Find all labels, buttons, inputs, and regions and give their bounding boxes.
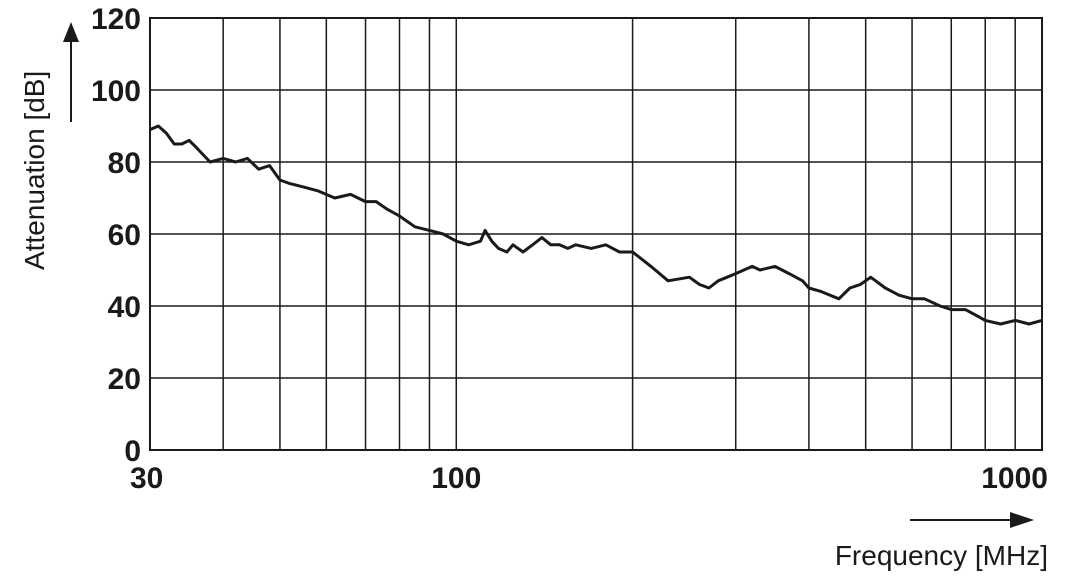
- y-tick-label: 40: [108, 291, 141, 324]
- y-tick-label: 100: [91, 75, 141, 108]
- y-tick-label: 80: [108, 147, 141, 180]
- attenuation-curve: [149, 124, 1043, 326]
- x-tick-label: 30: [130, 462, 163, 495]
- y-tick-label: 20: [108, 363, 141, 396]
- x-tick-label: 1000: [981, 462, 1048, 495]
- gridlines: [150, 18, 1042, 450]
- y-tick-label: 120: [91, 3, 141, 36]
- y-axis-title: Attenuation [dB]: [19, 71, 50, 270]
- tick-labels: 0 20 40 60 80 100 120 30 100 1000: [91, 3, 1048, 495]
- y-tick-label: 0: [124, 435, 141, 468]
- x-tick-label: 100: [431, 462, 481, 495]
- x-axis-title: Frequency [MHz]: [835, 540, 1048, 571]
- y-tick-label: 60: [108, 219, 141, 252]
- x-axis-arrow-icon: [1010, 512, 1034, 528]
- y-axis-arrow-icon: [63, 22, 79, 42]
